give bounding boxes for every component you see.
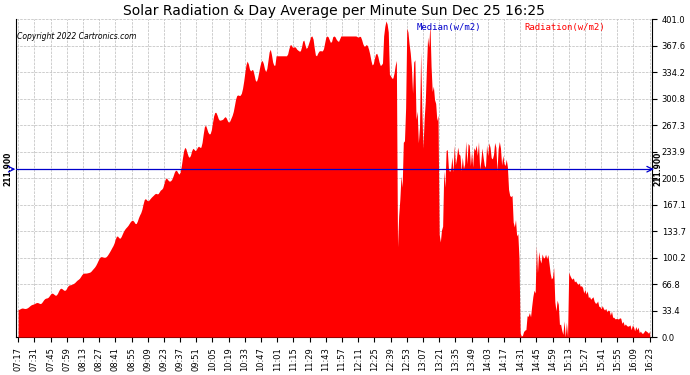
- Text: 211.900: 211.900: [3, 152, 12, 186]
- Text: 211.900: 211.900: [653, 152, 662, 186]
- Text: Radiation(w/m2): Radiation(w/m2): [525, 22, 605, 32]
- Text: Copyright 2022 Cartronics.com: Copyright 2022 Cartronics.com: [17, 32, 137, 41]
- Text: Median(w/m2): Median(w/m2): [417, 22, 481, 32]
- Title: Solar Radiation & Day Average per Minute Sun Dec 25 16:25: Solar Radiation & Day Average per Minute…: [123, 4, 545, 18]
